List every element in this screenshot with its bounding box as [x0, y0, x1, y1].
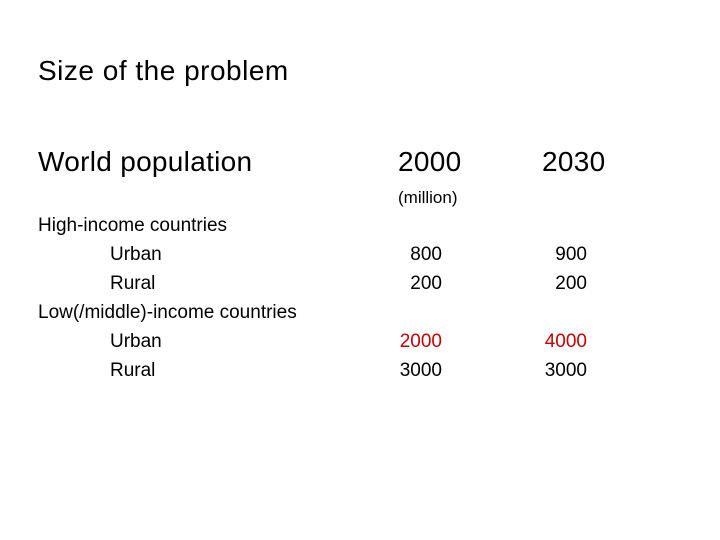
table-row-high-urban: Urban 800 900	[0, 240, 720, 269]
table-row-high-rural: Rural 200 200	[0, 269, 720, 298]
row-label: High-income countries	[38, 215, 228, 236]
row-label: Urban	[110, 244, 162, 265]
value-2000: 200	[410, 273, 442, 294]
table-heading-label: World population	[38, 146, 253, 177]
value-2000: 800	[410, 244, 442, 265]
unit-label: (million)	[398, 188, 458, 207]
row-label: Urban	[110, 331, 162, 352]
column-header-2000: 2000	[398, 146, 462, 177]
row-label: Low(/middle)-income countries	[38, 302, 297, 323]
table-row-high-income: High-income countries	[0, 211, 720, 240]
page-title: Size of the problem	[38, 55, 289, 86]
value-2030: 3000	[544, 360, 587, 381]
row-label: Rural	[110, 273, 156, 294]
value-2000: 3000	[399, 360, 442, 381]
table-row-low-rural: Rural 3000 3000	[0, 356, 720, 385]
value-2030: 900	[555, 244, 587, 265]
value-2030: 200	[555, 273, 587, 294]
column-header-2030: 2030	[542, 146, 606, 177]
row-label: Rural	[110, 360, 156, 381]
value-2030-highlighted: 4000	[544, 331, 587, 352]
value-2000-highlighted: 2000	[399, 331, 442, 352]
table-row-low-income: Low(/middle)-income countries	[0, 298, 720, 327]
table-row-low-urban: Urban 2000 4000	[0, 327, 720, 356]
population-table: High-income countries Urban 800 900 Rura…	[0, 211, 720, 385]
